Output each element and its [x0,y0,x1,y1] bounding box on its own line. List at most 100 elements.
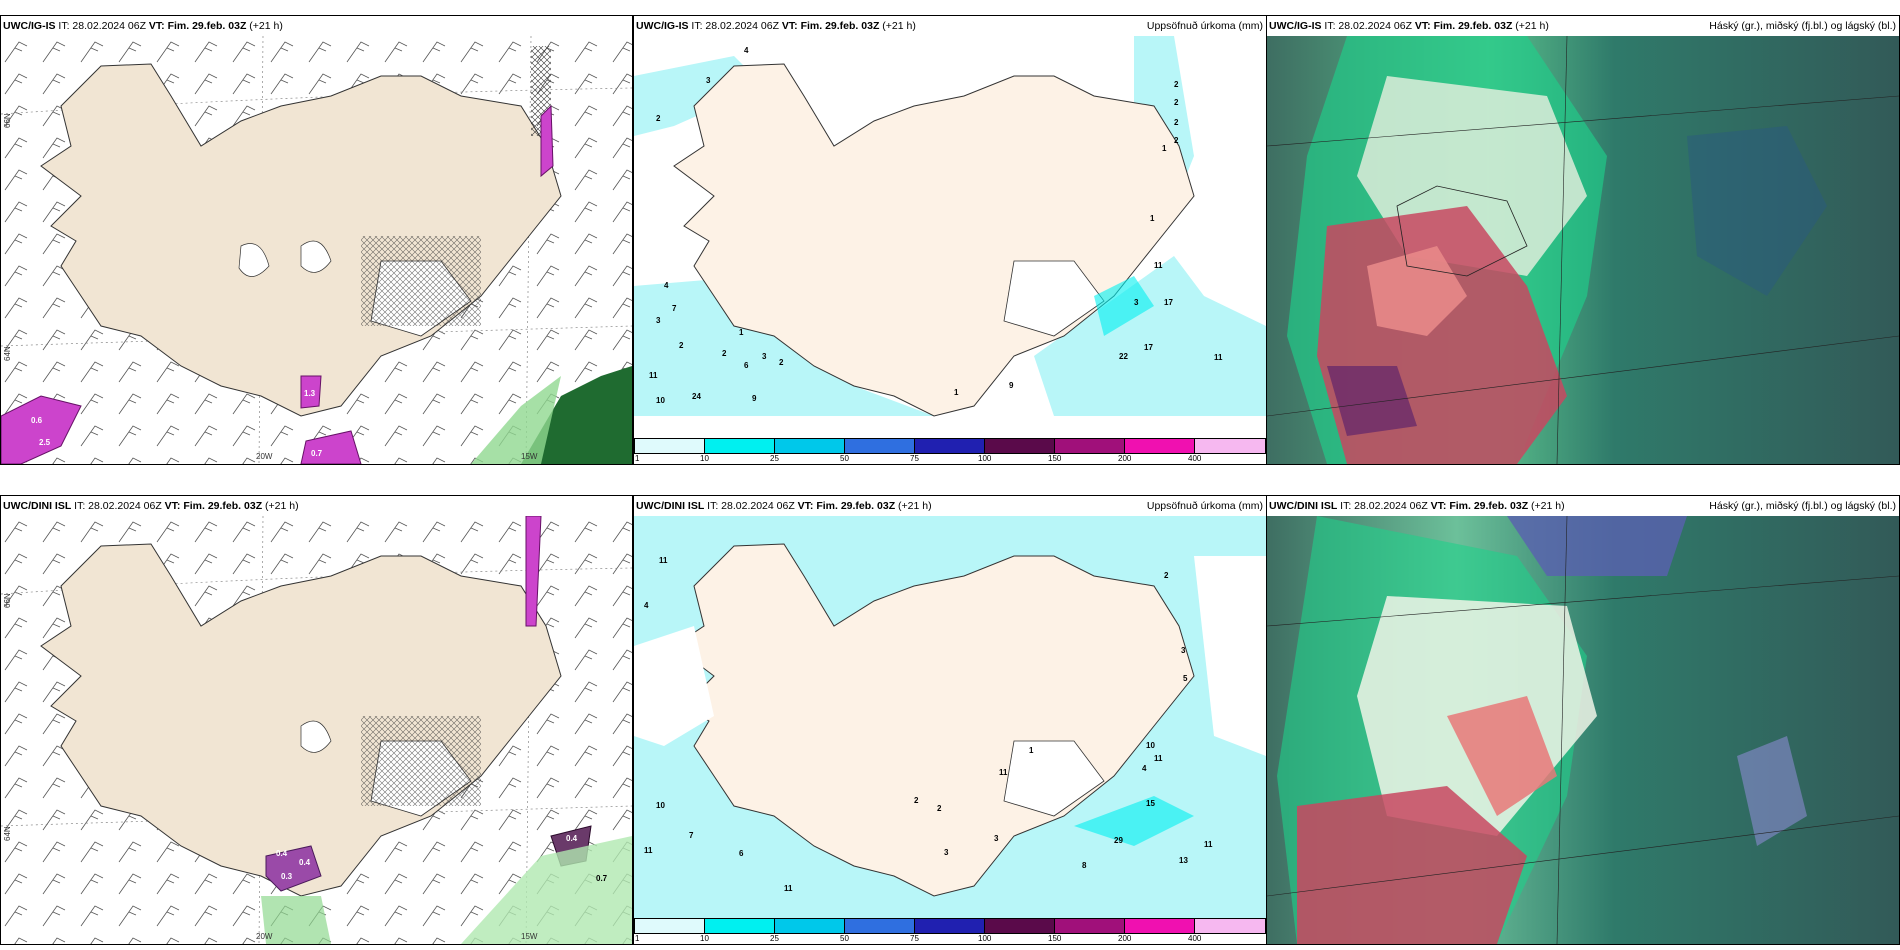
glacier [238,243,270,277]
field-title: Uppsöfnuð úrkoma (mm) [1146,500,1263,512]
precip-value: 11 [1154,261,1163,270]
precip-value: 9 [1009,381,1014,390]
precip-value: 11 [649,371,658,380]
precip-heavy [1074,796,1194,846]
colorbar-swatch [634,438,705,454]
colorbar-tick: 1 [635,454,640,463]
precip-value: 11 [999,768,1008,777]
lat-label: 66N [3,593,12,608]
precip-area [634,276,934,416]
precip-value: 7 [689,831,694,840]
precip-value: 11 [1214,353,1223,362]
precip-map: 11 4 2 3 5 10 11 4 15 29 11 13 10 7 11 6… [634,516,1266,918]
precip-heavy [1094,276,1154,336]
colorbar-swatch [1194,918,1266,934]
precip-value: 1 [1150,214,1155,223]
cloud-field [1327,366,1417,436]
precip-value: 8 [1082,861,1087,870]
precip-colorbar: 1 10 25 50 75 100 150 200 400 [634,438,1266,464]
ice-value: 0.4 [299,858,311,867]
glacier [300,720,332,753]
precip-value: 1 [1029,746,1034,755]
precip-value: 3 [1134,298,1139,307]
panel-header: UWC/IG-IS IT: 28.02.2024 06Z VT: Fim. 29… [1267,16,1899,36]
green-area [461,836,632,944]
precip-value: 4 [644,601,649,610]
lon-label: 20W [256,932,273,941]
colorbar-tick: 50 [840,454,849,463]
precip-value: 4 [744,46,749,55]
precip-value: 22 [1119,352,1128,361]
colorbar-tick: 75 [910,454,919,463]
colorbar-swatch [914,438,985,454]
colorbar-tick: 10 [700,454,709,463]
precip-value: 24 [692,392,701,401]
precip-value: 3 [762,352,767,361]
wind-map: 0.4 0.4 0.3 0.4 0.7 20W 15W 66N 64N [1,516,632,944]
panel-wind-dini: UWC/DINI ISL IT: 28.02.2024 06Z VT: Fim.… [0,495,633,945]
lat-label: 66N [3,113,12,128]
panel-clouds-dini: UWC/DINI ISL IT: 28.02.2024 06Z VT: Fim.… [1266,495,1900,945]
green-area [471,376,561,464]
ice-area [525,516,542,627]
precip-map: 4 3 2 2 2 2 2 1 1 11 17 17 22 11 4 7 3 2… [634,36,1266,438]
colorbar-swatch [914,918,985,934]
precip-value: 2 [1174,80,1179,89]
colorbar-tick: 25 [770,454,779,463]
cloud-field [1687,126,1827,296]
precip-value: 3 [994,834,999,843]
ice-area [300,375,322,409]
lon-label: 20W [256,452,273,461]
panel-clouds-igis: UWC/IG-IS IT: 28.02.2024 06Z VT: Fim. 29… [1266,15,1900,465]
colorbar-swatch [774,438,845,454]
colorbar-tick: 50 [840,934,849,943]
field-title: Háský (gr.), miðský (fj.bl.) og lágský (… [1709,500,1896,512]
precip-value: 4 [1142,764,1147,773]
colorbar-tick: 400 [1188,454,1202,463]
colorbar-tick: 1 [635,934,640,943]
colorbar-tick: 10 [700,934,709,943]
field-title: Uppsöfnuð úrkoma (mm) [1146,20,1263,32]
colorbar-tick: 150 [1048,454,1062,463]
panel-header: UWC/DINI ISL IT: 28.02.2024 06Z VT: Fim.… [634,496,1266,516]
panel-header: UWC/DINI ISL IT: 28.02.2024 06Z VT: Fim.… [1267,496,1899,516]
colorbar-tick: 75 [910,934,919,943]
precip-value: 10 [656,801,665,810]
no-precip-area [1194,556,1266,756]
ice-value: 0.3 [281,872,293,881]
panel-precip-igis: UWC/IG-IS IT: 28.02.2024 06Z VT: Fim. 29… [633,15,1267,465]
panel-wind-igis: UWC/IG-IS IT: 28.02.2024 06Z VT: Fim. 29… [0,15,633,465]
colorbar-swatch [844,438,915,454]
precip-value: 1 [739,328,744,337]
ice-value: 0.6 [31,416,43,425]
colorbar-tick: 25 [770,934,779,943]
precip-value: 2 [722,349,727,358]
colorbar-swatch [634,918,705,934]
colorbar-swatch [1124,918,1195,934]
green-area [261,896,331,944]
precip-value: 15 [1146,799,1155,808]
precip-value: 2 [1164,571,1169,580]
precip-value: 2 [1174,136,1179,145]
colorbar-swatch [704,918,775,934]
colorbar-swatch [984,918,1055,934]
colorbar-tick: 200 [1118,934,1132,943]
precip-value: 3 [944,848,949,857]
ice-area [540,104,554,178]
colorbar-tick: 100 [978,454,992,463]
panel-header: UWC/DINI ISL IT: 28.02.2024 06Z VT: Fim.… [1,496,632,516]
lat-label: 64N [3,346,12,361]
cloud-field [1447,696,1557,816]
precip-value: 10 [1146,741,1155,750]
glacier [1003,740,1105,817]
precip-value: 11 [644,846,653,855]
precip-value: 9 [752,394,757,403]
forest-area [521,366,632,464]
cloud-map [1267,516,1899,944]
ice-value: 2.5 [39,438,51,447]
ice-area [265,845,322,892]
cloud-field [1367,246,1467,336]
colorbar-swatch [1194,438,1266,454]
colorbar-swatch [984,438,1055,454]
colorbar-tick: 150 [1048,934,1062,943]
